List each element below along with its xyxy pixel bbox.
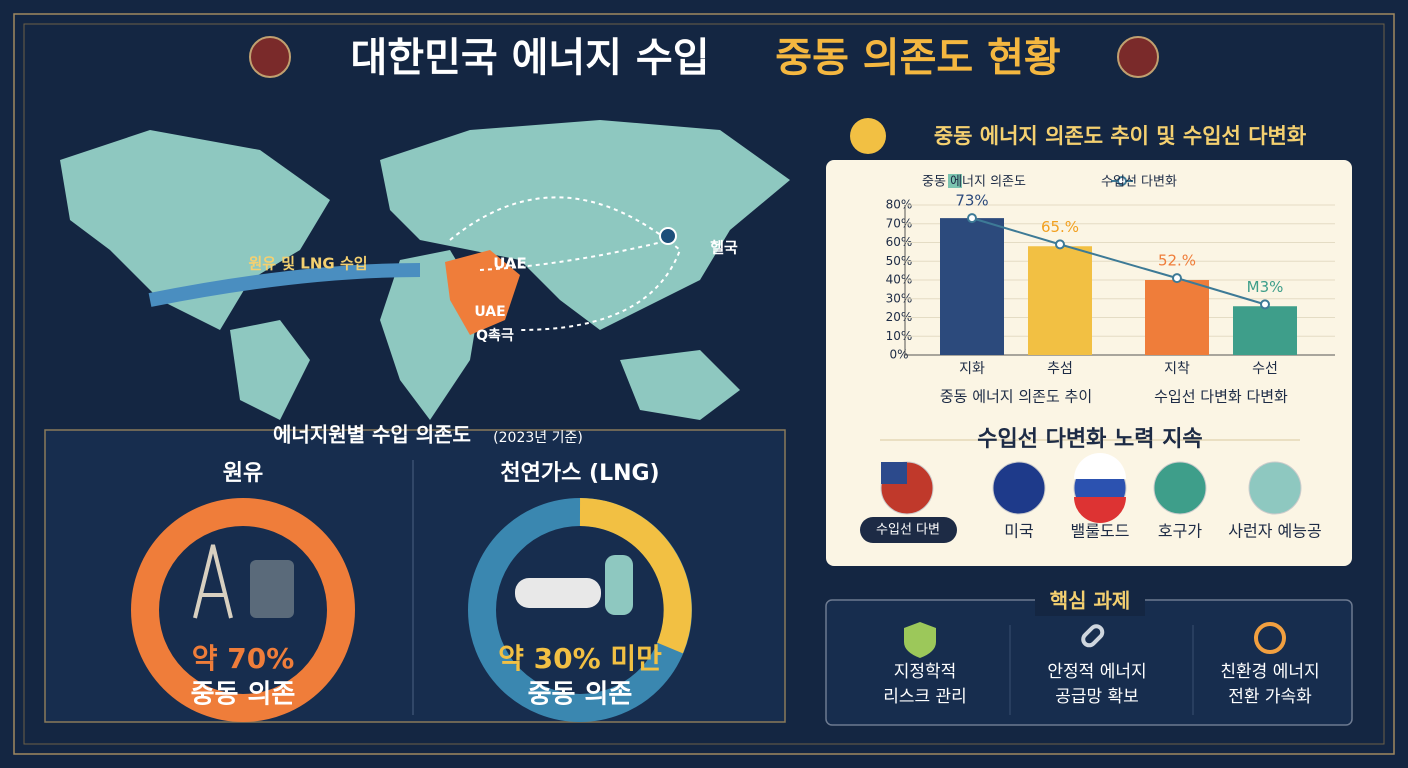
flag-canton	[881, 462, 907, 484]
route	[449, 196, 682, 331]
y-tick-label: 80%	[886, 198, 913, 212]
lng-truck	[515, 578, 601, 608]
group-label: 수입선 다변화 다변화	[1154, 388, 1288, 406]
shield-icon	[904, 622, 936, 658]
map-label: Q촉극	[476, 328, 514, 344]
flag	[992, 461, 1046, 515]
oil-rig	[193, 544, 233, 619]
country: 호구가	[1158, 522, 1202, 541]
share-caption: 중동 의존	[528, 680, 633, 710]
world-map	[60, 120, 790, 420]
country: 미국	[1004, 522, 1033, 541]
bar	[1145, 280, 1209, 355]
lng-ring-arc	[579, 498, 692, 654]
line-point	[967, 213, 977, 224]
country: 밸룰도드	[1071, 522, 1130, 541]
source-name: 천연가스 (LNG)	[500, 461, 659, 486]
task: 안정적 에너지	[1047, 662, 1146, 682]
country: 사런자 예능공	[1228, 522, 1321, 541]
flag-stripe	[1074, 453, 1126, 479]
button-label[interactable]: 수입선 다변	[876, 523, 940, 538]
task: 공급망 확보	[1055, 687, 1139, 707]
task: 친환경 에너지	[1220, 662, 1319, 682]
line-point	[1172, 273, 1182, 284]
x-tick-label: 수선	[1252, 361, 1278, 377]
legend-marker	[1117, 176, 1127, 186]
legend-label: 수입선 다변화	[1101, 175, 1177, 190]
y-tick-label: 50%	[886, 254, 913, 268]
x-tick-label: 지화	[959, 361, 985, 377]
route-label: 원유 및 LNG 수입	[248, 255, 367, 273]
chart-title: 중동 에너지 의존도 추이 및 수입선 다변화	[934, 124, 1307, 148]
diversification-title: 수입선 다변화 노력 지속	[977, 427, 1202, 452]
frame-inner	[23, 23, 1385, 745]
chart-icon	[850, 118, 886, 154]
line-point	[1260, 299, 1270, 310]
oil-barrel	[250, 560, 294, 618]
x-tick-label: 추섬	[1047, 361, 1073, 377]
y-tick-label: 60%	[886, 235, 913, 249]
annotation: M3%	[1247, 278, 1284, 296]
line	[971, 217, 1266, 306]
share-caption: 중동 의존	[191, 680, 296, 710]
flag	[1153, 461, 1207, 515]
task: 지정학적	[894, 662, 957, 682]
bar	[940, 218, 1004, 355]
frame	[13, 13, 1395, 755]
y-tick-label: 30%	[886, 291, 913, 305]
button[interactable]	[860, 517, 957, 543]
flag	[1248, 461, 1302, 515]
route-arrow	[148, 263, 421, 307]
tasks-title: 핵심 과제	[1050, 589, 1131, 613]
eco-icon	[1254, 622, 1286, 654]
annotation: 65.%	[1041, 218, 1079, 236]
bar	[1028, 246, 1092, 355]
title-highlight: 중동 의존도 현황	[775, 35, 1060, 81]
lng-tank	[605, 555, 633, 615]
line-point	[1055, 239, 1065, 250]
map-label: UAE	[474, 304, 505, 320]
map-label: 헬국	[710, 239, 738, 257]
bar	[1233, 306, 1297, 355]
tasks-title-bg	[1035, 588, 1145, 616]
x-tick-label: 지착	[1164, 361, 1190, 377]
legend-label: 중동 에너지 의존도	[922, 175, 1026, 190]
y-tick-label: 20%	[886, 310, 913, 324]
flags	[880, 453, 1302, 523]
share: 약 70%	[192, 642, 295, 675]
share: 약 30% 미만	[498, 642, 662, 675]
group-label: 중동 에너지 의존도 추이	[940, 388, 1092, 406]
middle-east	[445, 250, 520, 335]
legend-swatch	[948, 174, 962, 188]
route	[479, 239, 671, 271]
flag-stripe	[1074, 497, 1126, 523]
chart: 0%10%20%30%40%50%60%70%80%중동 에너지 의존도 수입선 …	[886, 174, 1335, 406]
y-tick-label: 0%	[889, 348, 908, 362]
annotation: 52.%	[1158, 252, 1196, 270]
ornament	[249, 36, 291, 78]
task: 리스크 관리	[883, 687, 967, 707]
y-tick-label: 70%	[886, 216, 913, 230]
y-tick-label: 10%	[886, 329, 913, 343]
dependency-title: 에너지원별 수입 의존도	[273, 423, 471, 447]
annotation: 73%	[955, 192, 988, 210]
y-tick-label: 40%	[886, 273, 913, 287]
link-icon	[1081, 624, 1105, 648]
dependency-note: (2023년 기준)	[493, 430, 583, 446]
korea-pin	[659, 227, 677, 245]
task: 전환 가속화	[1228, 687, 1312, 707]
title-main: 대한민국 에너지 수입	[350, 35, 709, 81]
ornament	[1117, 36, 1159, 78]
source-name: 원유	[223, 461, 263, 486]
map-label: UAE	[493, 255, 527, 273]
oil-ring	[131, 498, 355, 722]
